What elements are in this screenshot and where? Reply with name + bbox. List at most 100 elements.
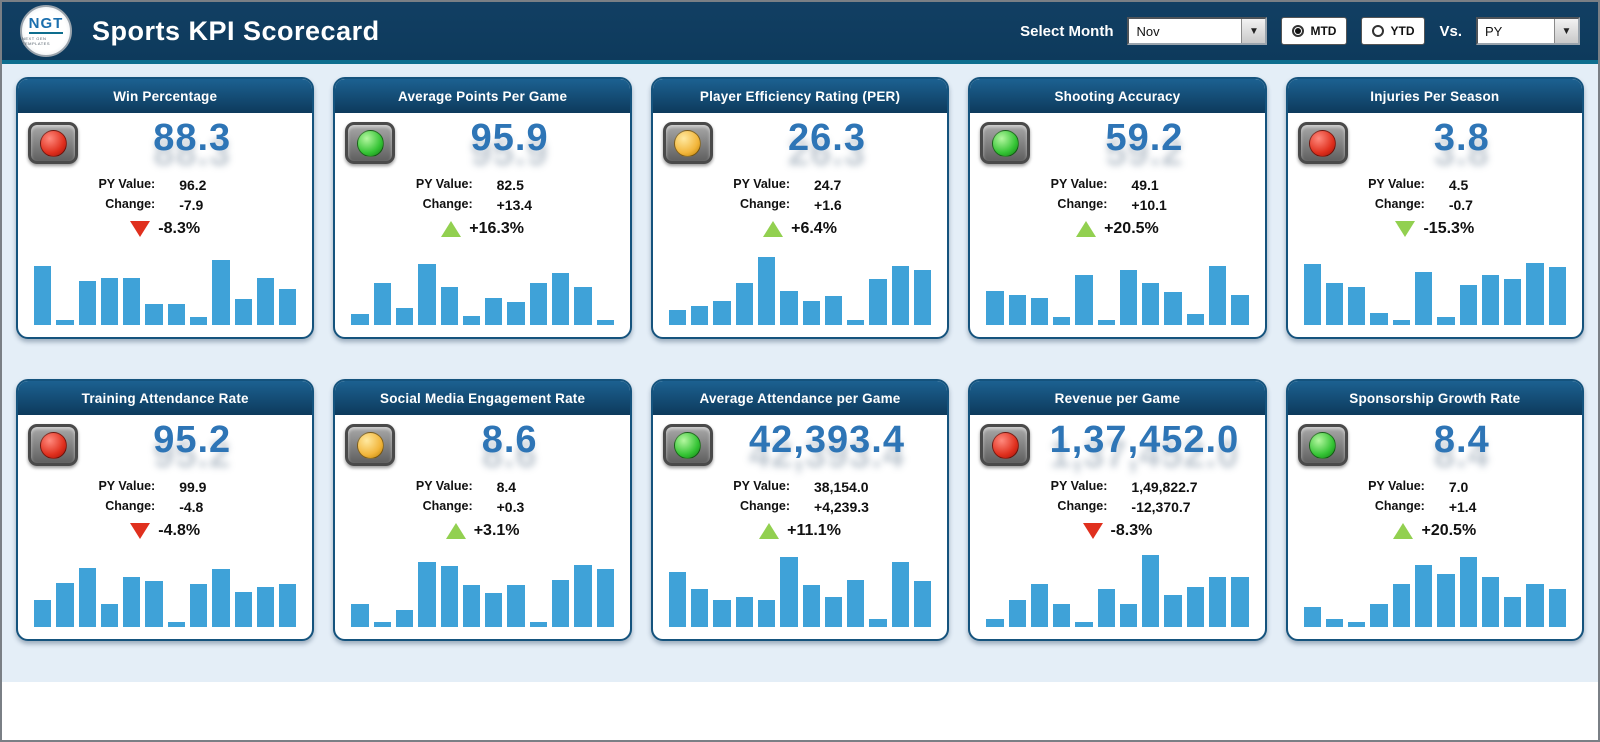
chart-bar: [529, 622, 547, 627]
py-value: 49.1: [1131, 177, 1159, 193]
mini-bar-chart: [668, 551, 932, 627]
change-value: +1.4: [1448, 499, 1477, 515]
chart-bar: [507, 585, 525, 627]
traffic-light: [980, 122, 1031, 164]
chart-bar: [802, 300, 820, 325]
mini-bar-chart: [34, 551, 297, 627]
chart-bar: [891, 561, 909, 627]
kpi-card: Shooting Accuracy 59.2 PY Value: 49.1 Ch…: [968, 77, 1267, 339]
py-value-label: PY Value:: [1050, 479, 1108, 493]
chart-bar: [1437, 317, 1455, 325]
chart-bar: [34, 265, 52, 325]
mtd-radio[interactable]: MTD: [1281, 17, 1348, 45]
py-value: 24.7: [814, 177, 842, 193]
mtd-radio-icon[interactable]: [1292, 25, 1305, 37]
change-label: Change:: [105, 197, 156, 211]
chart-bar: [1392, 584, 1411, 627]
change-label: Change:: [422, 197, 473, 211]
chart-bar: [529, 283, 547, 325]
mini-bar-chart: [986, 249, 1249, 325]
page-title: Sports KPI Scorecard: [92, 15, 380, 46]
trend-arrow-icon: [445, 523, 466, 539]
kpi-card-title: Shooting Accuracy: [970, 79, 1265, 113]
kpi-card: Average Attendance per Game 42,393.4 PY …: [650, 379, 950, 641]
chart-bar: [824, 596, 843, 627]
chart-bar: [1348, 622, 1366, 627]
py-value-label: PY Value:: [415, 177, 473, 191]
py-value-label: PY Value:: [98, 479, 156, 493]
kpi-card-title: Training Attendance Rate: [18, 381, 313, 415]
month-dropdown[interactable]: Nov ▼: [1127, 17, 1268, 45]
vs-dropdown-value: PY: [1485, 23, 1503, 39]
chart-bar: [1075, 274, 1093, 325]
chart-bar: [351, 314, 369, 325]
vs-dropdown-arrow-icon[interactable]: ▼: [1554, 19, 1578, 43]
kpi-stats: PY Value: 49.1 Change: +10.1: [970, 175, 1264, 213]
chart-bar: [1325, 283, 1344, 325]
chart-bar: [1526, 262, 1544, 325]
chart-bar: [373, 622, 391, 627]
kpi-card-title: Win Percentage: [18, 79, 313, 113]
chart-bar: [869, 619, 887, 627]
kpi-stats: PY Value: 82.5 Change: +13.4: [335, 175, 629, 213]
chart-bar: [189, 584, 208, 627]
py-value: 82.5: [496, 177, 524, 193]
chart-bar: [462, 315, 481, 325]
header-controls: Select Month Nov ▼ MTD YTD Vs. PY ▼: [1020, 17, 1580, 45]
chart-bar: [1142, 283, 1160, 325]
chart-bar: [757, 599, 776, 627]
change-label: Change:: [740, 499, 791, 513]
kpi-card-top: 88.3: [18, 113, 312, 175]
kpi-value: 88.3: [153, 117, 232, 159]
change-value: -4.8: [179, 499, 204, 515]
mini-bar-chart: [668, 249, 932, 325]
vs-dropdown[interactable]: PY ▼: [1476, 17, 1580, 45]
chart-bar: [1186, 314, 1205, 325]
chart-bar: [913, 581, 932, 627]
kpi-card-row: Win Percentage 88.3 PY Value: 96.2 Chang…: [16, 77, 1585, 339]
kpi-card-top: 8.4: [1288, 415, 1582, 477]
trend-arrow-icon: [1395, 221, 1416, 237]
chart-bar: [1119, 604, 1138, 627]
chart-bar: [56, 320, 74, 325]
py-value-label: PY Value:: [1368, 479, 1425, 493]
kpi-value: 26.3: [788, 117, 866, 159]
kpi-card-top: 59.2: [970, 113, 1264, 175]
chart-bar: [574, 564, 592, 627]
chart-bar: [1548, 589, 1566, 627]
change-label: Change:: [1374, 499, 1425, 513]
chart-bar: [1370, 312, 1388, 325]
kpi-value: 1,37,452.0: [1049, 419, 1240, 461]
change-label: Change:: [1057, 197, 1108, 211]
kpi-card-title: Sponsorship Growth Rate: [1287, 381, 1583, 415]
traffic-light: [1297, 424, 1348, 466]
month-dropdown-arrow-icon[interactable]: ▼: [1241, 19, 1266, 43]
traffic-light-lamp-icon: [356, 129, 384, 157]
chart-bar: [757, 256, 776, 325]
chart-bar: [1030, 584, 1049, 627]
kpi-card-top: 1,37,452.0: [970, 415, 1264, 477]
traffic-light-lamp-icon: [991, 129, 1019, 157]
py-value-label: PY Value:: [98, 177, 156, 191]
traffic-light: [28, 424, 78, 466]
trend-row: -8.3%: [970, 515, 1264, 547]
change-value: -12,370.7: [1131, 499, 1191, 515]
traffic-light: [345, 424, 396, 466]
change-value: +13.4: [496, 197, 533, 213]
chart-bar: [395, 308, 414, 325]
mini-bar-chart: [34, 249, 297, 325]
chart-bar: [256, 587, 275, 627]
ytd-radio[interactable]: YTD: [1361, 17, 1426, 45]
trend-arrow-icon: [759, 523, 780, 539]
chart-bar: [1370, 604, 1388, 627]
kpi-card-title: Average Points Per Game: [335, 79, 630, 113]
chart-bar: [668, 572, 687, 627]
traffic-light-lamp-icon: [1309, 431, 1337, 459]
ytd-radio-icon[interactable]: [1372, 25, 1385, 37]
kpi-card-top: 95.9: [335, 113, 629, 175]
chart-bar: [1504, 596, 1522, 627]
change-label: Change:: [1374, 197, 1425, 211]
traffic-light-lamp-icon: [356, 431, 384, 459]
chart-bar: [1392, 320, 1411, 325]
chart-bar: [373, 283, 391, 325]
